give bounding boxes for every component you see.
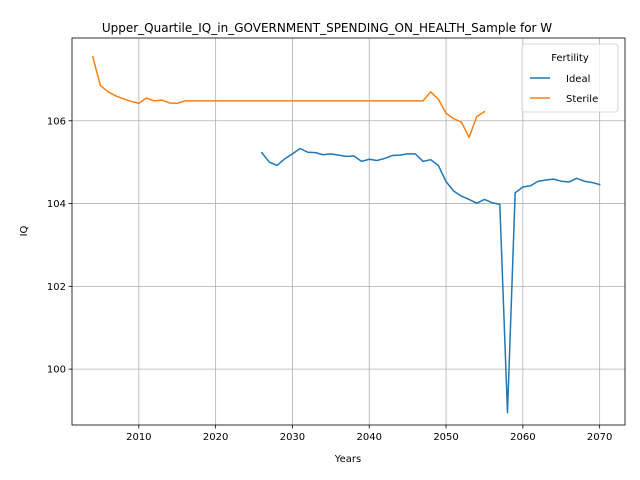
x-axis-label: Years <box>334 454 361 465</box>
plot-frame <box>71 37 626 426</box>
x-tick-label: 2020 <box>203 432 228 443</box>
legend-label-sterile: Sterile <box>566 94 598 105</box>
y-axis: 100 102 104 106 <box>47 116 72 376</box>
x-tick-label: 2070 <box>587 432 612 443</box>
x-tick-label: 2040 <box>357 432 382 443</box>
y-tick-label: 100 <box>47 365 66 376</box>
legend: Fertility Ideal Sterile <box>521 43 619 113</box>
y-tick-label: 106 <box>47 116 66 127</box>
x-tick-label: 2050 <box>433 432 458 443</box>
chart-title: Upper_Quartile_IQ_in_GOVERNMENT_SPENDING… <box>102 21 552 35</box>
grid <box>72 38 625 425</box>
series-line-ideal <box>260 147 601 414</box>
series-line-sterile <box>91 55 486 139</box>
x-tick-label: 2060 <box>510 432 535 443</box>
legend-label-ideal: Ideal <box>566 74 590 85</box>
x-axis: 2010 2020 2030 2040 2050 2060 2070 <box>126 425 612 443</box>
x-tick-label: 2010 <box>126 432 151 443</box>
legend-title: Fertility <box>551 53 589 64</box>
y-axis-label: IQ <box>19 225 30 236</box>
y-tick-label: 104 <box>47 199 66 210</box>
y-tick-label: 102 <box>47 282 66 293</box>
legend-box <box>521 43 619 113</box>
x-tick-label: 2030 <box>280 432 305 443</box>
series-layer <box>91 55 601 414</box>
